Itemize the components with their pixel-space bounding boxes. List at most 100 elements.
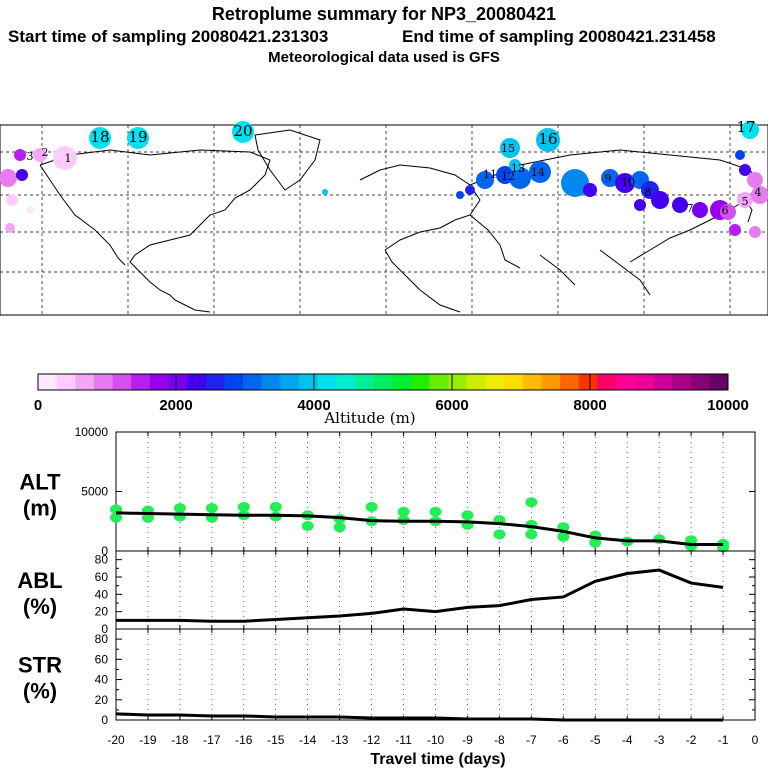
map-day-label: 20 xyxy=(233,122,252,140)
colorbar-cell xyxy=(168,374,188,390)
x-tick-label: -15 xyxy=(267,733,285,747)
x-tick-label: -18 xyxy=(171,733,189,747)
colorbar-cell xyxy=(485,374,505,390)
x-tick-label: 0 xyxy=(752,733,759,747)
plume-dots xyxy=(0,121,768,238)
colorbar-cell xyxy=(690,374,710,390)
colorbar-cell xyxy=(56,374,76,390)
x-tick-label: -16 xyxy=(235,733,253,747)
colorbar-tick-label: 6000 xyxy=(435,397,468,414)
colorbar-cell xyxy=(466,374,487,390)
panel-ytick-label: 80 xyxy=(95,553,109,567)
panel-series-line xyxy=(115,511,724,546)
colorbar-cell xyxy=(504,374,524,390)
panel-ytick-label: 40 xyxy=(95,673,109,687)
panel-alt: 0 5000 10000 ALT(m) xyxy=(19,425,756,558)
map-day-label: 10 xyxy=(621,176,635,189)
map-day-label: 13 xyxy=(511,162,525,175)
panel-ytick-label: 20 xyxy=(95,605,109,619)
map-day-label: 4 xyxy=(755,186,762,199)
x-tick-label: -14 xyxy=(299,733,317,747)
panel-ytick-label: 40 xyxy=(95,587,109,601)
panel-ytick-label: 0 xyxy=(101,622,108,636)
x-tick-label: -9 xyxy=(462,733,473,747)
x-tick-label: -2 xyxy=(686,733,697,747)
alt-scatter-point xyxy=(493,529,506,540)
colorbar-cell xyxy=(131,374,151,390)
panel-frame xyxy=(115,550,756,630)
colorbar-cell xyxy=(299,374,319,390)
colorbar-cell xyxy=(672,374,692,390)
map-day-label: 2 xyxy=(42,146,49,159)
colorbar-ticks: 0 2000 4000 6000 8000 10000 xyxy=(34,374,749,414)
figure-title: Retroplume summary for NP3_20080421 xyxy=(212,4,556,24)
alt-scatter-point xyxy=(110,512,122,523)
colorbar-cell xyxy=(541,374,561,390)
end-time-label: End time of sampling 20080421.231458 xyxy=(402,27,716,46)
panel-ytick-label: 60 xyxy=(95,652,109,666)
colorbar-cell xyxy=(653,374,673,390)
panel-unit: (m) xyxy=(23,496,57,521)
colorbar: 0 2000 4000 6000 8000 10000 Altitude (m) xyxy=(34,373,749,427)
x-tick-label: -7 xyxy=(526,733,537,747)
x-tick-label: -1 xyxy=(718,733,729,747)
colorbar-cell xyxy=(429,374,449,390)
alt-scatter-point xyxy=(301,521,314,532)
colorbar-cell xyxy=(205,374,225,390)
colorbar-cell xyxy=(578,374,598,390)
x-tick-label: -11 xyxy=(395,733,412,747)
alt-scatter-point xyxy=(525,497,538,508)
colorbar-cell xyxy=(336,374,356,390)
x-tick-label: -17 xyxy=(203,733,221,747)
colorbar-cell xyxy=(355,374,375,390)
map-day-label: 5 xyxy=(742,195,749,208)
map-day-label: 8 xyxy=(645,186,652,199)
colorbar-cell xyxy=(634,374,654,390)
x-tick-label: -4 xyxy=(622,733,633,747)
alt-scatter-point xyxy=(237,501,250,512)
panel-unit: (%) xyxy=(23,679,57,704)
x-tick-label: -10 xyxy=(427,733,445,747)
panel-ytick-label: 20 xyxy=(95,693,109,707)
map-day-label: 18 xyxy=(90,128,109,146)
colorbar-cell xyxy=(112,374,132,390)
met-data-label: Meteorological data used is GFS xyxy=(268,49,500,66)
x-tick-label: -5 xyxy=(590,733,601,747)
map-day-label: 16 xyxy=(538,130,557,148)
panel-series-line xyxy=(116,568,724,623)
map-day-label: 17 xyxy=(736,118,755,136)
colorbar-cell xyxy=(149,374,170,390)
map-day-label: 3 xyxy=(27,150,34,163)
colorbar-tick-label: 8000 xyxy=(573,397,606,414)
alt-scatter-point xyxy=(525,529,538,540)
colorbar-cell xyxy=(709,374,729,390)
panel-ytick-label: 0 xyxy=(101,544,108,558)
colorbar-cell xyxy=(392,374,412,390)
panel-ytick-label: 0 xyxy=(101,713,108,727)
colorbar-cell xyxy=(224,374,244,390)
start-time-label: Start time of sampling 20080421.231303 xyxy=(8,27,328,46)
x-axis: -20 -19 -18 -17 -16 -15 -14 -13 -12 -11 -10 -9 -8 -7-… xyxy=(107,733,758,747)
panel-ytick-label: 10000 xyxy=(75,425,109,439)
colorbar-cell xyxy=(448,374,468,390)
alt-scatter-point xyxy=(557,531,570,542)
colorbar-cell xyxy=(75,374,95,390)
colorbar-cell xyxy=(187,374,207,390)
panel-label: STR xyxy=(18,653,62,678)
panel-label: ABL xyxy=(17,568,62,593)
alt-scatter-point xyxy=(461,510,474,521)
alt-scatter-point xyxy=(173,503,186,514)
colorbar-tick-label: 4000 xyxy=(297,397,330,414)
colorbar-cells xyxy=(38,374,729,390)
alt-scatter-point xyxy=(589,537,602,548)
panel-abl: 0 20 40 60 80 ABL(%) xyxy=(17,550,756,636)
x-tick-label: -20 xyxy=(107,733,125,747)
colorbar-tick-label: 0 xyxy=(34,397,42,414)
colorbar-cell xyxy=(93,374,114,390)
colorbar-cell xyxy=(243,374,263,390)
colorbar-cell xyxy=(261,374,281,390)
x-tick-label: -19 xyxy=(139,733,157,747)
x-tick-label: -12 xyxy=(363,733,381,747)
